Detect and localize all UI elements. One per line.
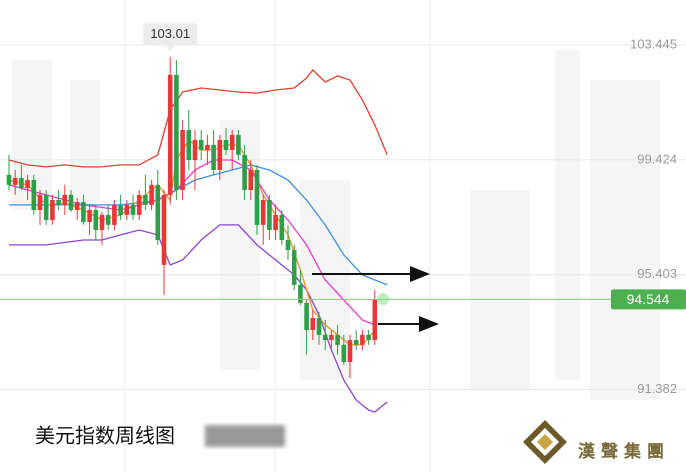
high-label: 103.01 xyxy=(150,26,190,41)
y-tick-label: 95.403 xyxy=(637,266,677,281)
candle-body xyxy=(112,204,117,225)
candle-body xyxy=(124,204,130,215)
candle-body xyxy=(273,214,278,230)
candle-body xyxy=(37,194,43,210)
indicator-line xyxy=(9,224,388,413)
candle-body xyxy=(298,284,303,303)
logo-text: 漢聲集團 xyxy=(578,441,670,462)
candle-body xyxy=(254,170,260,225)
candle-body xyxy=(310,318,316,330)
candle-body xyxy=(372,299,378,340)
candle-body xyxy=(341,344,347,362)
last-price-label: 94.544 xyxy=(627,291,670,307)
candle-body xyxy=(56,200,61,205)
candle-body xyxy=(62,194,68,205)
high-label-pointer xyxy=(166,45,175,52)
candle-body xyxy=(143,194,148,205)
candle-body xyxy=(366,334,371,340)
candle-body xyxy=(6,174,12,185)
candle-body xyxy=(217,140,223,170)
candle-body xyxy=(130,204,136,215)
candle-body xyxy=(229,134,235,150)
chart-title: 美元指数周线图 xyxy=(35,424,175,448)
candle-body xyxy=(25,180,30,188)
candle-body xyxy=(68,194,74,210)
candle-body xyxy=(304,302,309,330)
candle-body xyxy=(347,340,353,362)
background-watermark xyxy=(12,50,660,400)
candle-body xyxy=(267,200,272,230)
candle-body xyxy=(205,144,210,150)
indicator-line xyxy=(8,69,388,168)
candle-body xyxy=(236,134,241,155)
high-label-box xyxy=(143,23,198,46)
candle-body xyxy=(353,340,359,345)
price-glow xyxy=(377,293,389,305)
candle-body xyxy=(19,178,24,188)
last-price-box xyxy=(611,289,686,310)
y-tick-label: 99.424 xyxy=(637,151,677,166)
candle-body xyxy=(31,180,37,210)
candle-body xyxy=(322,334,328,340)
time-grid xyxy=(124,0,431,472)
candle-body xyxy=(223,140,229,150)
candle-body xyxy=(192,140,198,160)
logo: 漢聲集團 xyxy=(523,420,670,464)
candle-body xyxy=(186,130,192,160)
y-tick-label: 103.445 xyxy=(630,36,677,51)
candle-body xyxy=(248,170,254,190)
candle-body xyxy=(260,200,266,225)
candle-body xyxy=(211,144,216,170)
candle-body xyxy=(174,74,179,190)
candle-body xyxy=(118,204,123,215)
candle-body xyxy=(50,200,55,220)
candle-body xyxy=(81,202,86,222)
candle-body xyxy=(316,318,322,335)
candle-body xyxy=(43,194,49,220)
candle-body xyxy=(136,194,142,215)
candle-body xyxy=(87,210,92,222)
y-tick-label: 91.382 xyxy=(637,381,677,396)
candle-body xyxy=(291,250,297,285)
candle-body xyxy=(329,334,334,340)
candle-body xyxy=(93,210,99,230)
candle-body xyxy=(99,214,105,230)
candle-body xyxy=(279,214,285,240)
blurred-region xyxy=(205,425,285,447)
candle-body xyxy=(180,130,185,190)
candle-body xyxy=(285,240,291,250)
candle-body xyxy=(12,178,18,185)
candle-body xyxy=(198,140,204,150)
candle-body xyxy=(167,74,173,195)
candle-body xyxy=(105,214,111,225)
candle-body xyxy=(161,194,167,265)
candle-body xyxy=(242,154,247,190)
candle-body xyxy=(360,334,365,345)
candle-body xyxy=(155,184,161,240)
candle-body xyxy=(335,334,340,345)
candle-body xyxy=(74,202,80,210)
candle-body xyxy=(149,184,154,205)
